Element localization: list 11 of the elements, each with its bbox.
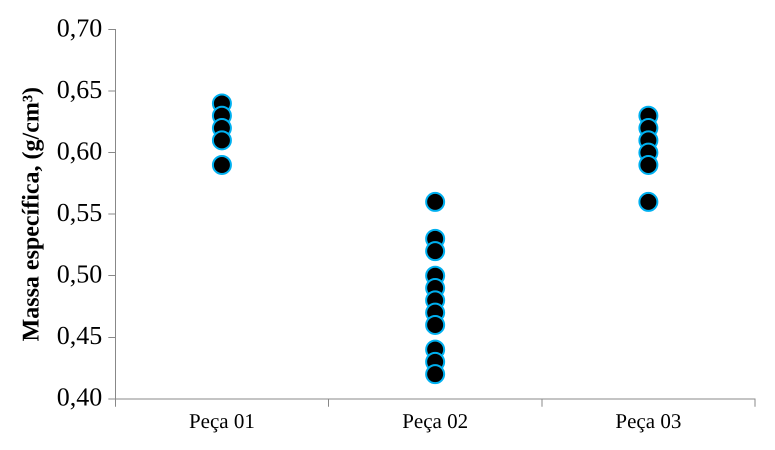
y-tick-label: 0,60	[56, 136, 102, 166]
y-tick-label: 0,40	[56, 382, 102, 412]
y-tick-label: 0,70	[56, 13, 102, 42]
x-tick-label: Peça 03	[615, 408, 682, 433]
y-tick-label: 0,65	[56, 74, 102, 104]
y-tick-label: 0,50	[56, 260, 102, 289]
y-tick-label: 0,55	[56, 198, 102, 228]
y-tick-label: 0,45	[56, 321, 102, 350]
x-tick-label: Peça 01	[188, 408, 255, 433]
x-tick-label: Peça 02	[402, 408, 468, 433]
y-axis-title: Massa específica, (g/cm³)	[18, 86, 45, 342]
